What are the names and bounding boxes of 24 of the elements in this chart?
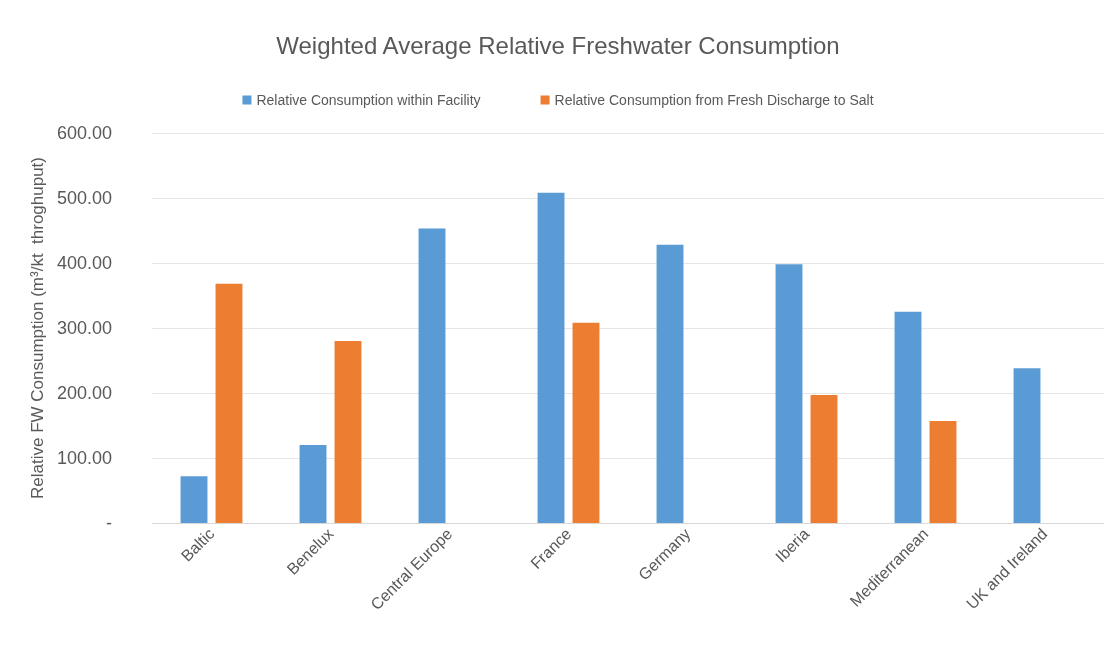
y-tick-label: 200.00 (56, 383, 112, 403)
legend-label: Relative Consumption within Facility (256, 92, 481, 108)
bar (656, 244, 684, 523)
y-tick-label: 600.00 (56, 123, 112, 143)
bar (299, 445, 327, 523)
bar (215, 283, 243, 523)
y-tick-label: 300.00 (56, 318, 112, 338)
bar (775, 264, 803, 523)
bar (572, 322, 600, 523)
legend-label: Relative Consumption from Fresh Discharge to Salt (554, 92, 874, 108)
bar (1013, 368, 1041, 523)
bar (929, 420, 957, 523)
bar (334, 341, 362, 523)
y-tick-label: 400.00 (56, 253, 112, 273)
y-axis-title: Relative FW Consumption (m³/kt throghuput) (28, 156, 48, 500)
chart-title: Weighted Average Relative Freshwater Consumption (276, 31, 840, 59)
bar (180, 476, 208, 523)
bar (537, 192, 565, 523)
bar (894, 311, 922, 523)
y-tick-label: 500.00 (56, 188, 112, 208)
bar (418, 228, 446, 523)
bar (810, 394, 838, 523)
y-tick-label: - (106, 513, 112, 533)
y-tick-label: 100.00 (56, 448, 112, 468)
